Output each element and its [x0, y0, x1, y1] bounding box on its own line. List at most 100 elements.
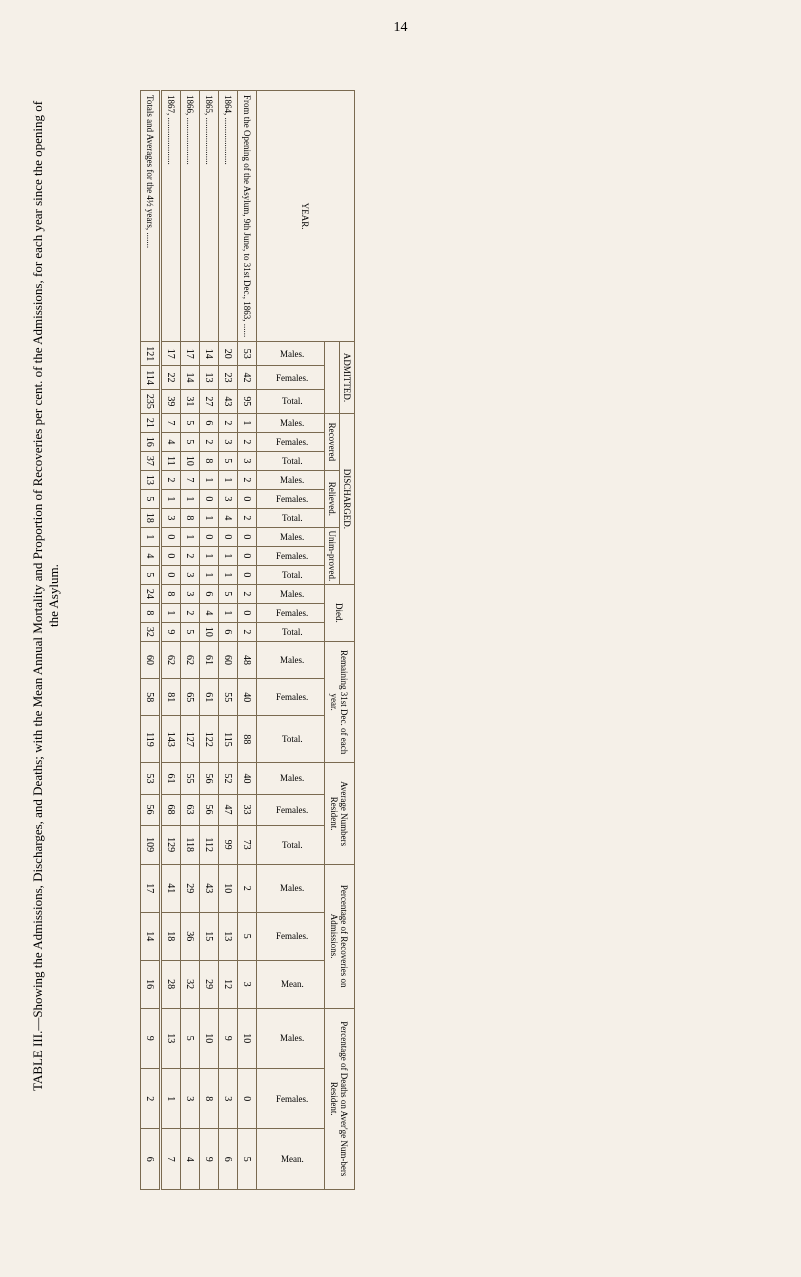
cell-pd: 2	[141, 1069, 161, 1129]
cell-adm: 43	[219, 389, 238, 413]
cell-died: 1	[161, 603, 181, 622]
cell-rec: 21	[141, 413, 161, 432]
cell-uni: 0	[238, 527, 257, 546]
cell-pd: 5	[238, 1129, 257, 1190]
cell-rem: 127	[181, 716, 200, 763]
table-caption: TABLE III.—Showing the Admissions, Disch…	[20, 56, 72, 1136]
cell-rec: 2	[219, 413, 238, 432]
cell-avg: 56	[200, 794, 219, 825]
group-pct-deaths: Percentage of Deaths on Aver'ge Num-bers…	[330, 1021, 350, 1176]
cell-adm: 42	[238, 366, 257, 390]
cell-died: 6	[219, 622, 238, 641]
sub-unimproved: Unim-proved.	[327, 531, 337, 582]
year-cell: 1865, .....................	[200, 91, 219, 342]
col-rem-females: Females.	[262, 692, 322, 702]
data-row: 1866, .....................1714315510718…	[181, 91, 200, 1190]
group-discharged: DISCHARGED.	[342, 469, 352, 529]
cell-adm: 17	[181, 342, 200, 366]
cell-died: 2	[238, 622, 257, 641]
cell-rel: 18	[141, 508, 161, 527]
cell-pd: 9	[219, 1008, 238, 1068]
cell-rec: 8	[200, 451, 219, 470]
cell-uni: 0	[161, 527, 181, 546]
cell-died: 6	[200, 584, 219, 603]
col-died-females: Females.	[262, 608, 322, 618]
col-uni-total: Total.	[262, 570, 322, 580]
cell-avg: 63	[181, 794, 200, 825]
col-uni-females: Females.	[262, 551, 322, 561]
cell-rec: 2	[200, 432, 219, 451]
year-header: YEAR.	[301, 203, 311, 230]
cell-died: 10	[200, 622, 219, 641]
cell-pd: 3	[219, 1069, 238, 1129]
cell-rel: 13	[141, 470, 161, 489]
cell-pr: 29	[181, 864, 200, 912]
group-admitted: ADMITTED.	[342, 353, 352, 402]
col-pr-males: Males.	[262, 883, 322, 893]
cell-died: 5	[219, 584, 238, 603]
cell-uni: 0	[161, 565, 181, 584]
cell-pr: 15	[200, 912, 219, 960]
cell-pr: 12	[219, 960, 238, 1008]
cell-uni: 0	[219, 527, 238, 546]
cell-rem: 60	[141, 641, 161, 678]
cell-pr: 5	[238, 912, 257, 960]
col-rem-males: Males.	[262, 655, 322, 665]
cell-adm: 95	[238, 389, 257, 413]
cell-uni: 3	[181, 565, 200, 584]
cell-died: 8	[161, 584, 181, 603]
cell-avg: 109	[141, 825, 161, 864]
cell-pr: 3	[238, 960, 257, 1008]
cell-rec: 5	[181, 432, 200, 451]
col-rec-females: Females.	[262, 437, 322, 447]
cell-avg: 68	[161, 794, 181, 825]
col-rec-males: Males.	[262, 418, 322, 428]
cell-rec: 11	[161, 451, 181, 470]
cell-pr: 36	[181, 912, 200, 960]
col-pd-mean: Mean.	[262, 1154, 322, 1164]
cell-pd: 7	[161, 1129, 181, 1190]
cell-died: 0	[238, 603, 257, 622]
cell-rec: 5	[219, 451, 238, 470]
cell-died: 9	[161, 622, 181, 641]
cell-uni: 0	[238, 546, 257, 565]
cell-pr: 17	[141, 864, 161, 912]
cell-avg: 53	[141, 763, 161, 794]
cell-died: 2	[181, 603, 200, 622]
cell-adm: 17	[161, 342, 181, 366]
cell-rem: 88	[238, 716, 257, 763]
cell-pd: 3	[181, 1069, 200, 1129]
col-rel-males: Males.	[262, 475, 322, 485]
col-adm-females: Females.	[262, 373, 322, 383]
group-died: Died.	[335, 603, 345, 623]
cell-rem: 55	[219, 679, 238, 716]
cell-adm: 235	[141, 389, 161, 413]
cell-rem: 61	[200, 641, 219, 678]
cell-rel: 2	[238, 470, 257, 489]
cell-avg: 47	[219, 794, 238, 825]
cell-rem: 81	[161, 679, 181, 716]
cell-pd: 6	[219, 1129, 238, 1190]
cell-avg: 40	[238, 763, 257, 794]
cell-uni: 1	[219, 546, 238, 565]
cell-rem: 61	[200, 679, 219, 716]
cell-rec: 2	[238, 432, 257, 451]
col-avg-total: Total.	[262, 840, 322, 850]
col-avg-females: Females.	[262, 805, 322, 815]
cell-rec: 10	[181, 451, 200, 470]
cell-adm: 13	[200, 366, 219, 390]
year-cell: Totals and Averages for the 4½ years, ..…	[141, 91, 161, 342]
cell-avg: 56	[200, 763, 219, 794]
cell-uni: 0	[161, 546, 181, 565]
cell-pd: 6	[141, 1129, 161, 1190]
cell-uni: 2	[181, 546, 200, 565]
cell-rem: 143	[161, 716, 181, 763]
cell-adm: 31	[181, 389, 200, 413]
cell-rec: 37	[141, 451, 161, 470]
cell-uni: 1	[141, 527, 161, 546]
col-pd-females: Females.	[262, 1094, 322, 1104]
cell-pr: 14	[141, 912, 161, 960]
cell-pd: 8	[200, 1069, 219, 1129]
cell-rem: 62	[161, 641, 181, 678]
col-rem-total: Total.	[262, 734, 322, 744]
